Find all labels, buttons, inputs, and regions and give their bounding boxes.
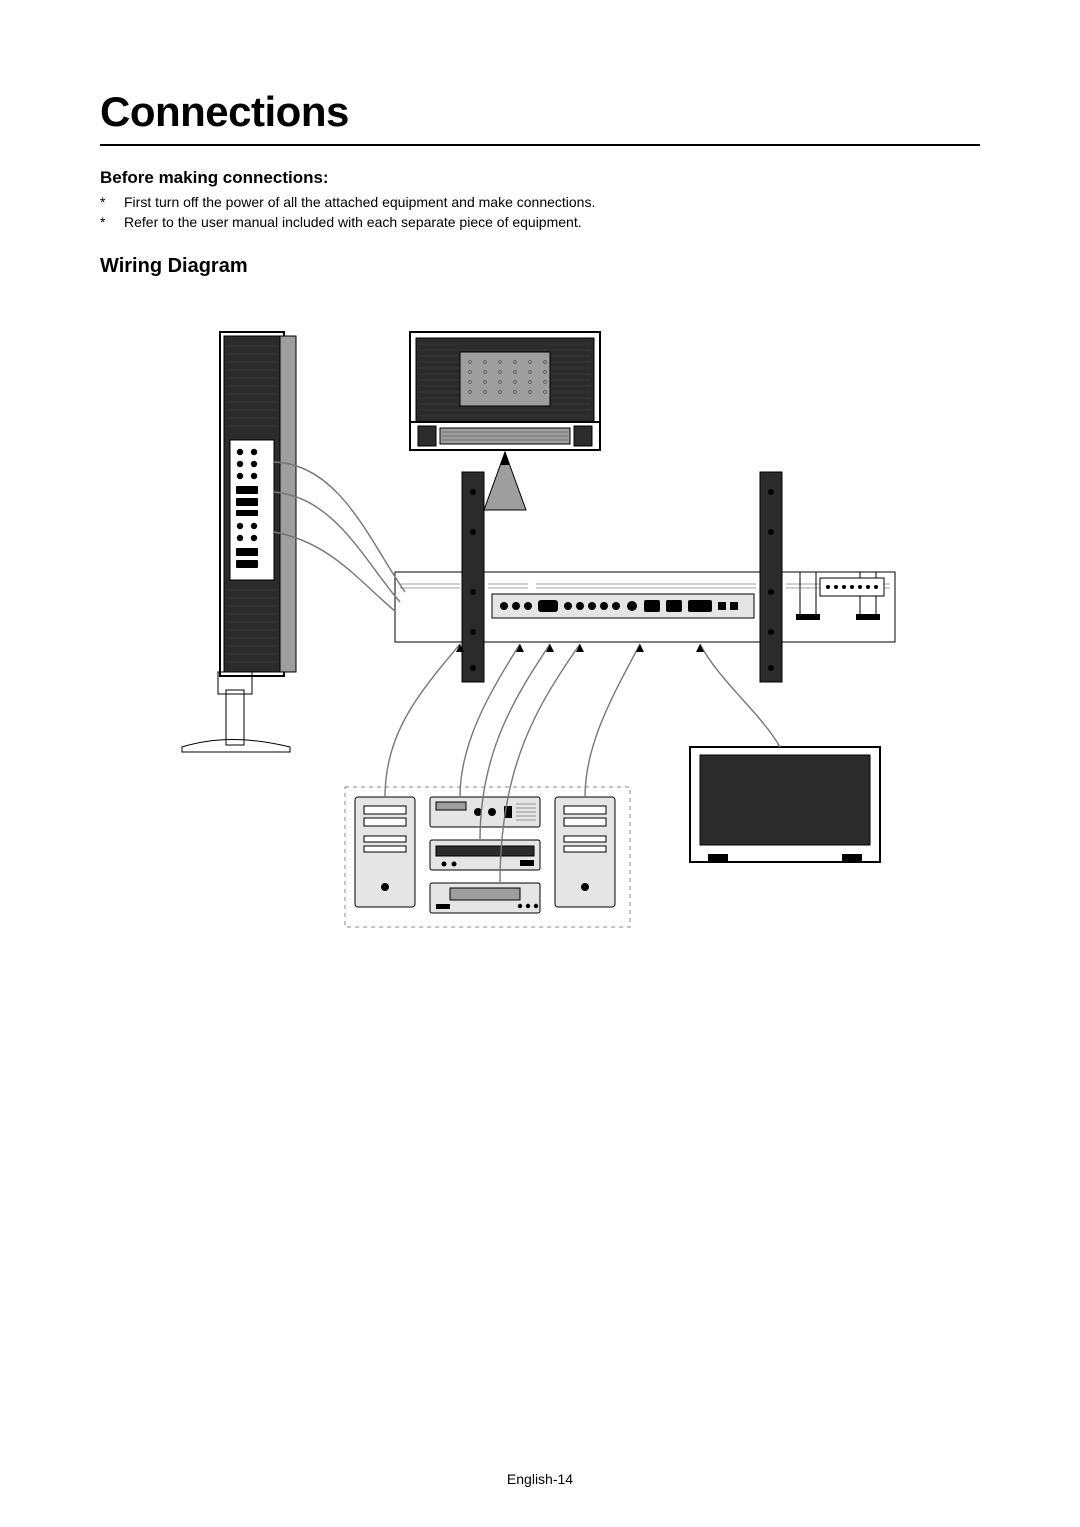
av-component-1-icon [430,797,540,827]
pc-tower-2-icon [555,797,615,907]
list-item-text: First turn off the power of all the atta… [124,192,595,212]
av-component-2-icon [430,840,540,870]
monitor-rear-small-icon [410,332,600,450]
pc-tower-1-icon [355,797,415,907]
before-connections-heading: Before making connections: [100,168,980,188]
magnify-arrow-icon [484,452,526,510]
list-item-text: Refer to the user manual included with e… [124,212,582,232]
wiring-diagram-heading: Wiring Diagram [100,255,980,278]
manual-page: Connections Before making connections: *… [0,0,1080,1527]
page-title: Connections [100,88,980,136]
wiring-diagram-svg [160,292,920,952]
bullet-marker: * [100,192,124,212]
terminal-panel-zoom-icon [395,472,895,682]
list-item: * Refer to the user manual included with… [100,212,980,232]
wiring-diagram [160,292,920,952]
monitor-side-view-icon [182,332,296,752]
page-number: English-14 [0,1471,1080,1487]
before-connections-list: * First turn off the power of all the at… [100,192,980,233]
av-component-3-icon [430,883,540,913]
bullet-marker: * [100,212,124,232]
title-rule [100,144,980,146]
second-display-icon [690,747,880,862]
list-item: * First turn off the power of all the at… [100,192,980,212]
